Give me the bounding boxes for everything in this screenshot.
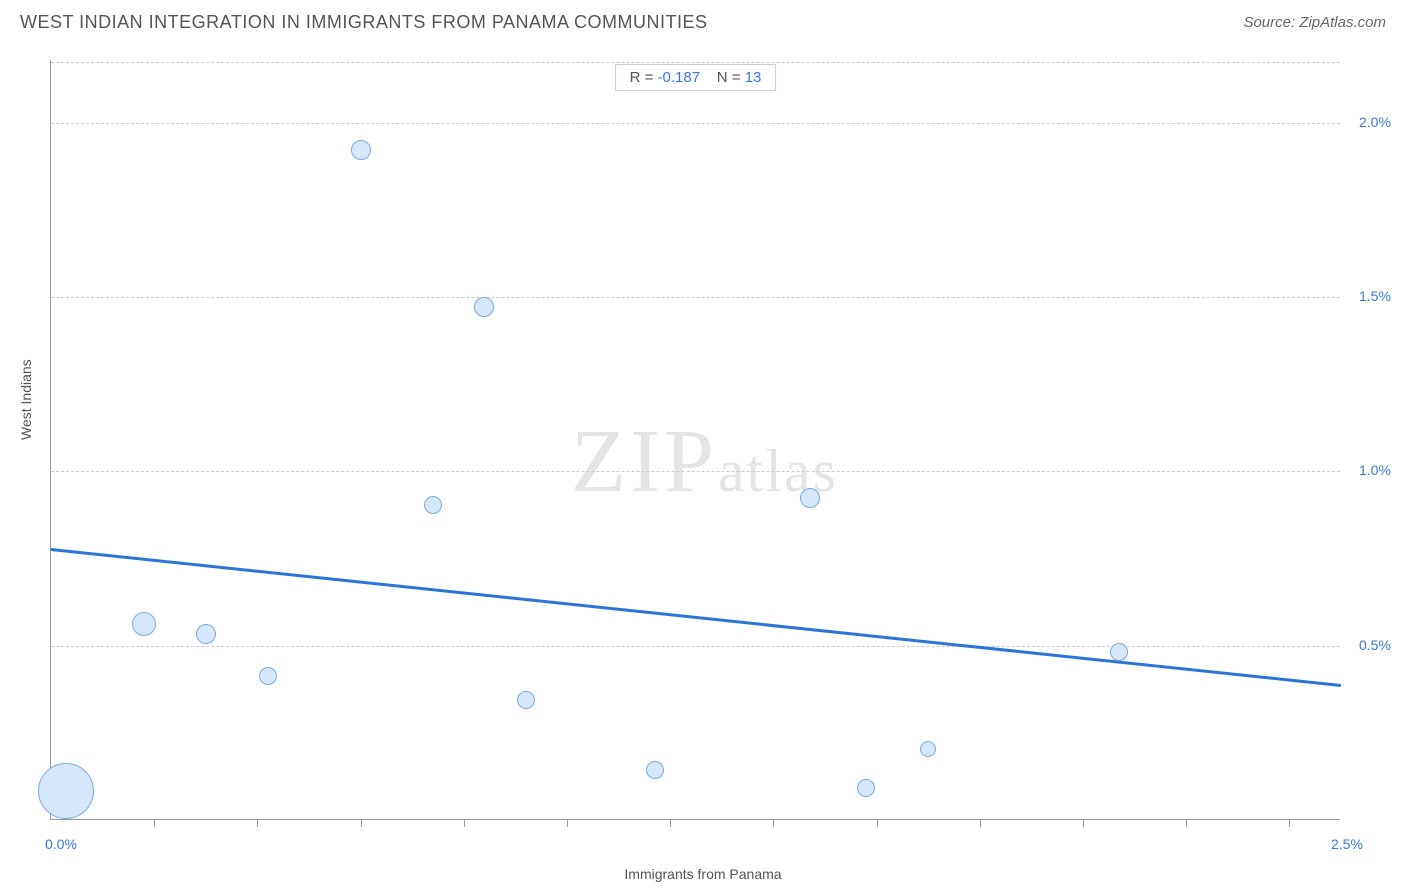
data-point	[132, 612, 156, 636]
data-point	[646, 761, 664, 779]
data-point	[474, 297, 494, 317]
data-point	[424, 496, 442, 514]
data-point	[196, 624, 216, 644]
x-tick	[464, 819, 465, 827]
gridline	[51, 471, 1340, 472]
x-tick	[361, 819, 362, 827]
x-tick	[877, 819, 878, 827]
y-tick-label: 1.0%	[1359, 462, 1391, 478]
data-point	[857, 779, 875, 797]
data-point	[351, 140, 371, 160]
x-tick	[773, 819, 774, 827]
x-tick	[154, 819, 155, 827]
y-tick-label: 0.5%	[1359, 637, 1391, 653]
x-tick	[1186, 819, 1187, 827]
x-tick	[670, 819, 671, 827]
gridline	[51, 62, 1340, 63]
data-point	[517, 691, 535, 709]
watermark: ZIPatlas	[571, 410, 838, 513]
watermark-zip: ZIP	[571, 412, 718, 511]
data-point	[1110, 643, 1128, 661]
data-point	[38, 763, 94, 819]
gridline	[51, 297, 1340, 298]
x-end-label: 2.5%	[1331, 836, 1363, 852]
source-label: Source: ZipAtlas.com	[1243, 14, 1386, 31]
x-tick	[1083, 819, 1084, 827]
x-axis-label: Immigrants from Panama	[624, 866, 781, 882]
stat-box: R = -0.187 N = 13	[615, 64, 777, 91]
y-tick-label: 2.0%	[1359, 114, 1391, 130]
n-value: 13	[745, 69, 762, 86]
y-axis-label: West Indians	[18, 359, 34, 440]
r-label: R =	[630, 69, 654, 86]
x-start-label: 0.0%	[45, 836, 77, 852]
trend-line	[51, 548, 1341, 686]
x-tick	[1289, 819, 1290, 827]
chart-title: WEST INDIAN INTEGRATION IN IMMIGRANTS FR…	[20, 12, 708, 32]
gridline	[51, 123, 1340, 124]
x-tick	[257, 819, 258, 827]
data-point	[800, 488, 820, 508]
y-tick-label: 1.5%	[1359, 288, 1391, 304]
chart-plot-area: R = -0.187 N = 13 ZIPatlas 0.5%1.0%1.5%2…	[50, 60, 1340, 820]
data-point	[920, 741, 936, 757]
data-point	[259, 667, 277, 685]
n-label: N =	[717, 69, 741, 86]
gridline	[51, 646, 1340, 647]
x-tick	[567, 819, 568, 827]
chart-header: WEST INDIAN INTEGRATION IN IMMIGRANTS FR…	[0, 0, 1406, 50]
x-tick	[980, 819, 981, 827]
r-value: -0.187	[658, 69, 701, 86]
